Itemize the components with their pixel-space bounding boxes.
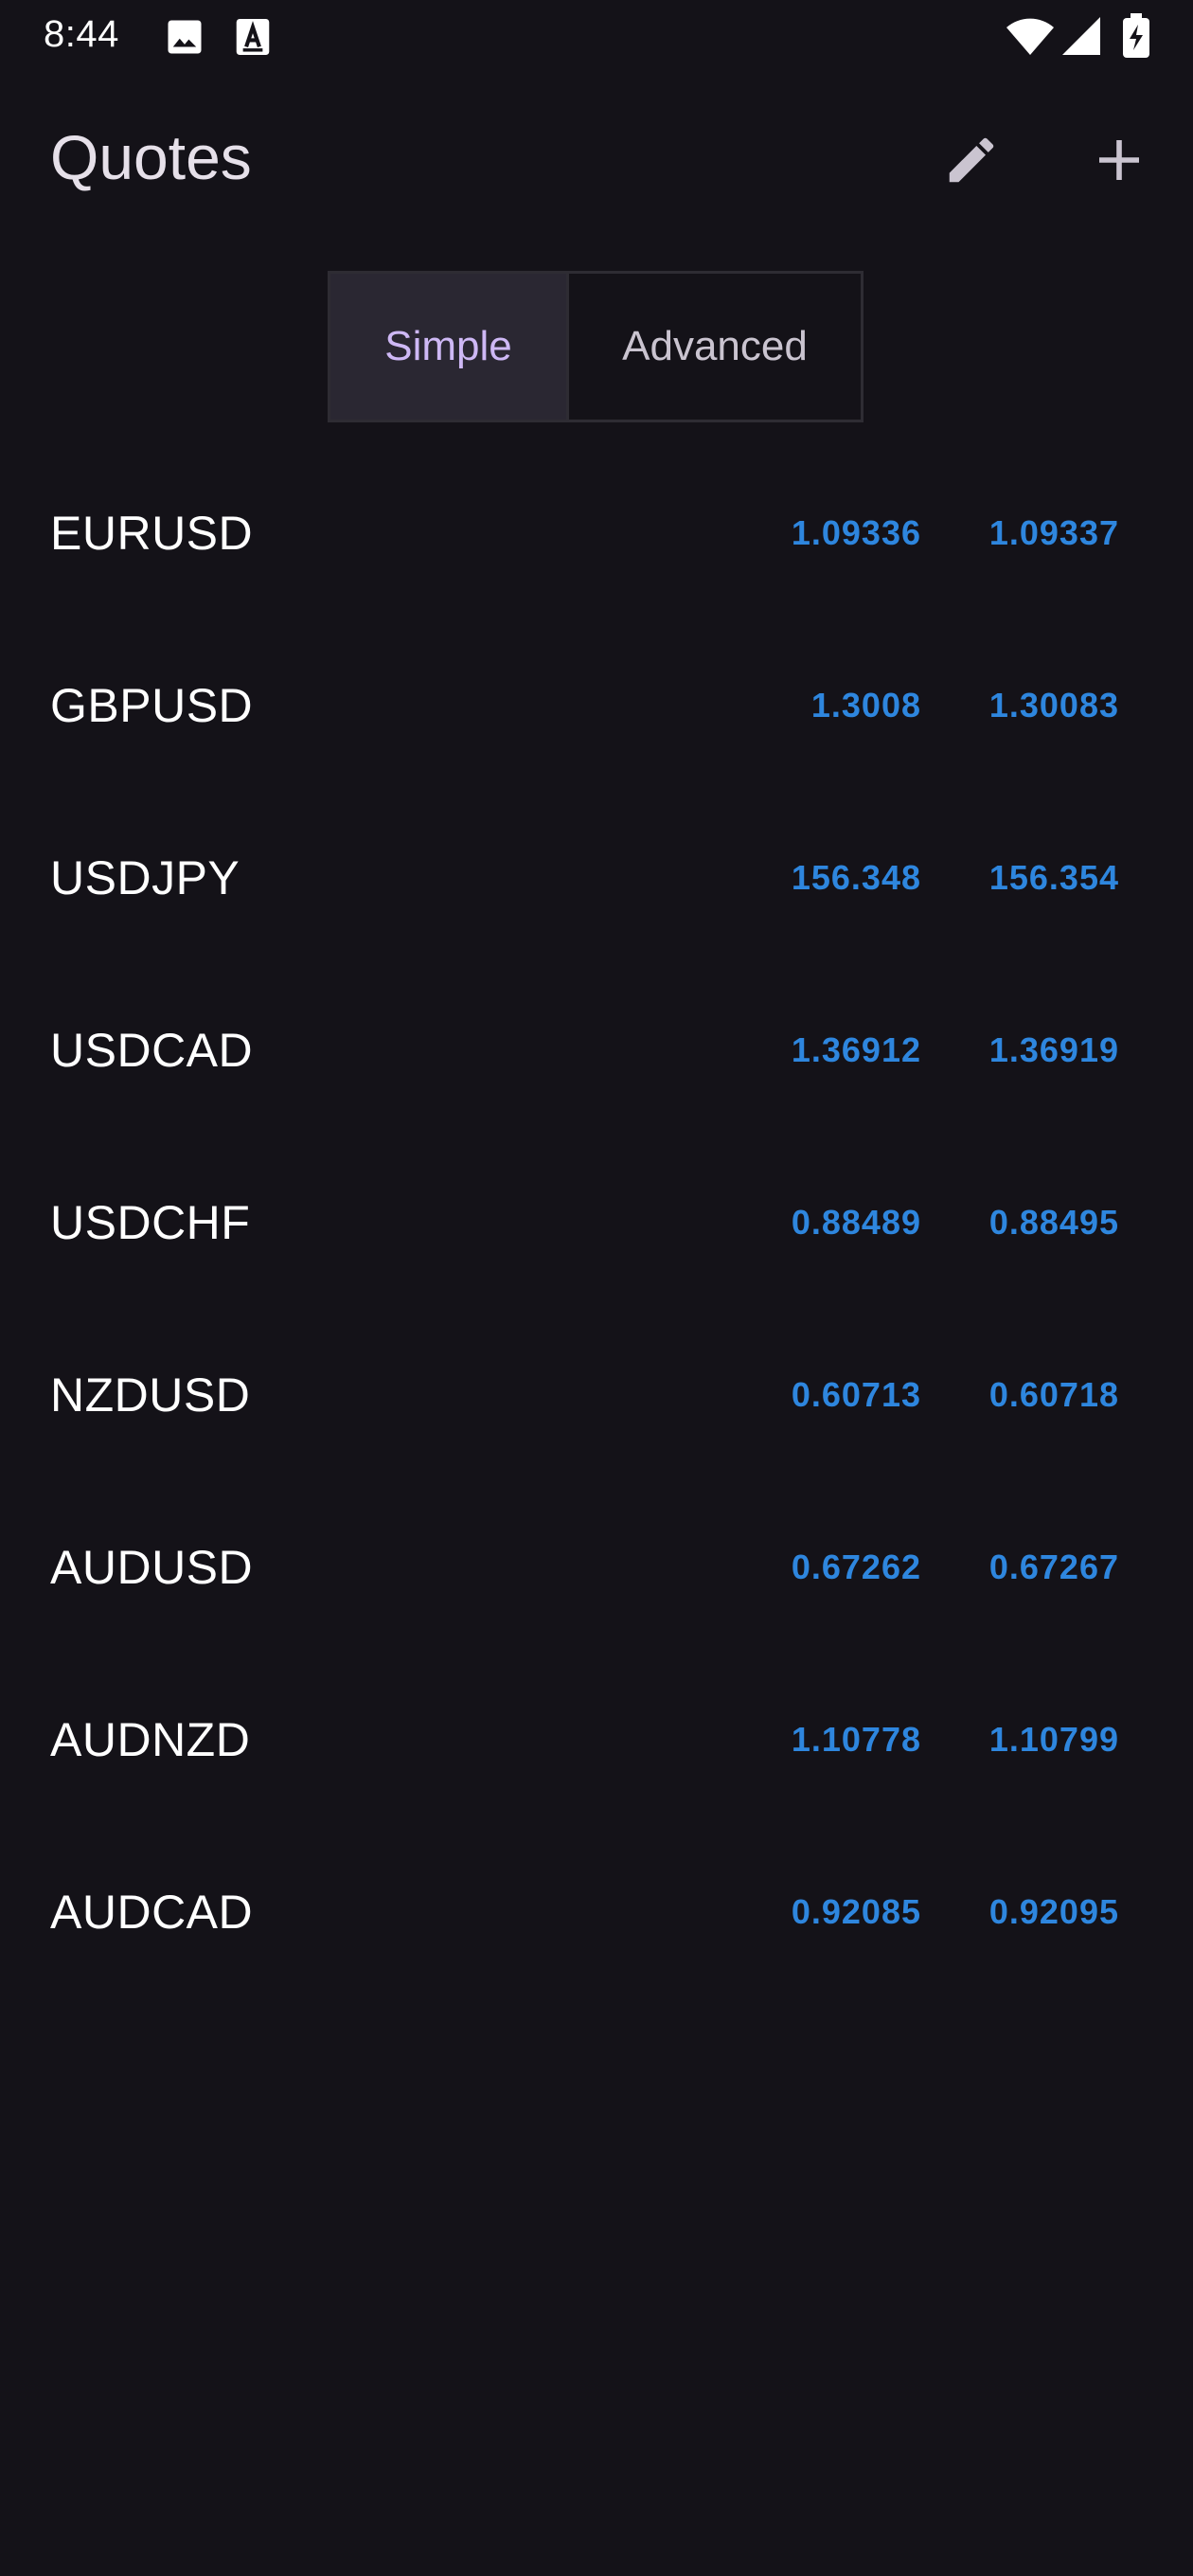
quote-bid: 0.88489 xyxy=(791,1203,921,1242)
quote-symbol: EURUSD xyxy=(50,507,254,560)
page-title: Quotes xyxy=(50,122,252,192)
quote-row[interactable]: AUDNZD 1.10778 1.10799 xyxy=(0,1654,1193,1826)
quote-row[interactable]: EURUSD 1.09336 1.09337 xyxy=(0,447,1193,619)
battery-charging-icon xyxy=(1122,13,1150,63)
quote-row[interactable]: NZDUSD 0.60713 0.60718 xyxy=(0,1309,1193,1481)
quote-list: EURUSD 1.09336 1.09337 GBPUSD 1.3008 1.3… xyxy=(0,447,1193,1998)
quote-symbol: USDCAD xyxy=(50,1024,254,1077)
pencil-icon xyxy=(942,131,1001,194)
quote-ask: 0.60718 xyxy=(988,1375,1119,1414)
quote-row[interactable]: USDJPY 156.348 156.354 xyxy=(0,792,1193,964)
quote-bid: 0.60713 xyxy=(791,1375,921,1414)
add-button[interactable] xyxy=(1072,119,1166,205)
app-bar: Quotes xyxy=(0,95,1193,227)
quote-symbol: AUDCAD xyxy=(50,1886,254,1939)
plus-icon xyxy=(1093,134,1146,191)
quote-symbol: AUDNZD xyxy=(50,1713,251,1766)
quote-symbol: GBPUSD xyxy=(50,679,254,732)
edit-button[interactable] xyxy=(924,119,1019,205)
quote-bid: 156.348 xyxy=(791,858,921,897)
quote-ask: 0.67267 xyxy=(988,1547,1119,1586)
quote-bid: 0.67262 xyxy=(791,1547,921,1586)
quote-row[interactable]: AUDCAD 0.92085 0.92095 xyxy=(0,1826,1193,1998)
segment-advanced[interactable]: Advanced xyxy=(622,323,808,369)
status-bar: 8:44 xyxy=(0,0,1193,76)
wifi-icon xyxy=(1006,15,1055,62)
quote-ask: 1.10799 xyxy=(988,1720,1119,1759)
quote-bid: 1.3008 xyxy=(810,686,921,724)
quote-ask: 0.92095 xyxy=(988,1892,1119,1931)
quote-symbol: USDCHF xyxy=(50,1196,251,1249)
quote-bid: 1.09336 xyxy=(791,513,921,552)
quote-ask: 1.36919 xyxy=(988,1030,1119,1069)
quote-bid: 1.10778 xyxy=(791,1720,921,1759)
quote-symbol: USDJPY xyxy=(50,851,240,904)
quote-bid: 1.36912 xyxy=(791,1030,921,1069)
quote-row[interactable]: USDCHF 0.88489 0.88495 xyxy=(0,1136,1193,1309)
quote-symbol: NZDUSD xyxy=(50,1368,251,1422)
quote-symbol: AUDUSD xyxy=(50,1541,254,1594)
view-toggle: Simple Advanced xyxy=(328,271,864,422)
quote-ask: 1.30083 xyxy=(988,686,1119,724)
quote-row[interactable]: GBPUSD 1.3008 1.30083 xyxy=(0,619,1193,792)
quote-ask: 156.354 xyxy=(988,858,1119,897)
image-icon xyxy=(165,17,205,62)
status-time: 8:44 xyxy=(44,13,119,55)
quote-row[interactable]: AUDUSD 0.67262 0.67267 xyxy=(0,1481,1193,1654)
a-box-icon xyxy=(235,17,271,62)
signal-icon xyxy=(1062,15,1102,62)
quote-bid: 0.92085 xyxy=(791,1892,921,1931)
segment-simple[interactable]: Simple xyxy=(330,274,569,420)
quote-row[interactable]: USDCAD 1.36912 1.36919 xyxy=(0,964,1193,1136)
quote-ask: 0.88495 xyxy=(988,1203,1119,1242)
quote-ask: 1.09337 xyxy=(988,513,1119,552)
